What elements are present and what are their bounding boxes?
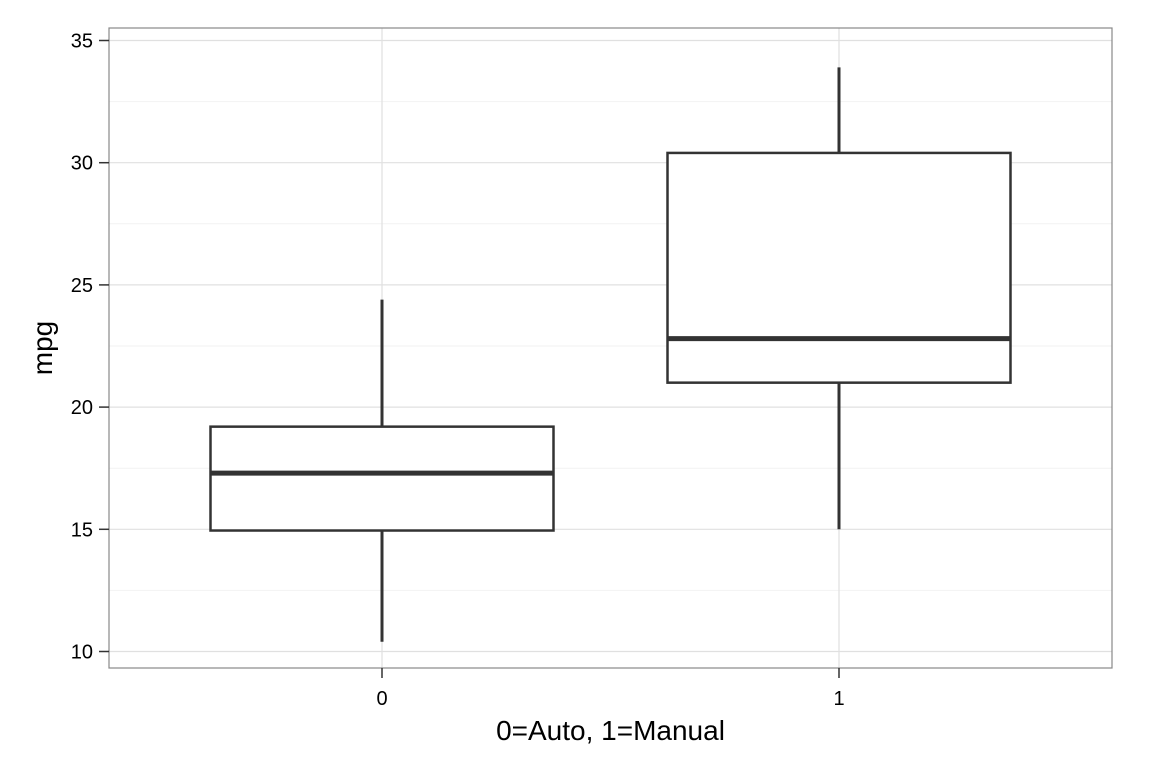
box-iqr <box>666 151 1012 384</box>
y-tick-label: 10 <box>71 642 93 664</box>
box-0 <box>209 299 555 642</box>
y-tick-label: 20 <box>71 397 93 419</box>
y-tick-label: 15 <box>71 519 93 541</box>
y-axis-title: mpg <box>27 321 58 375</box>
y-tick-label: 25 <box>71 275 93 297</box>
y-tick-label: 30 <box>71 153 93 175</box>
x-axis-title: 0=Auto, 1=Manual <box>496 715 725 746</box>
y-tick-label: 35 <box>71 31 93 53</box>
panel-border <box>108 27 1113 669</box>
box-series <box>209 67 1012 642</box>
x-tick-label: 0 <box>376 688 387 710</box>
y-axis: 10 15 20 25 30 35 <box>71 31 109 664</box>
x-tick-label: 1 <box>833 688 844 710</box>
box-iqr <box>209 425 555 532</box>
box-1 <box>666 67 1012 530</box>
